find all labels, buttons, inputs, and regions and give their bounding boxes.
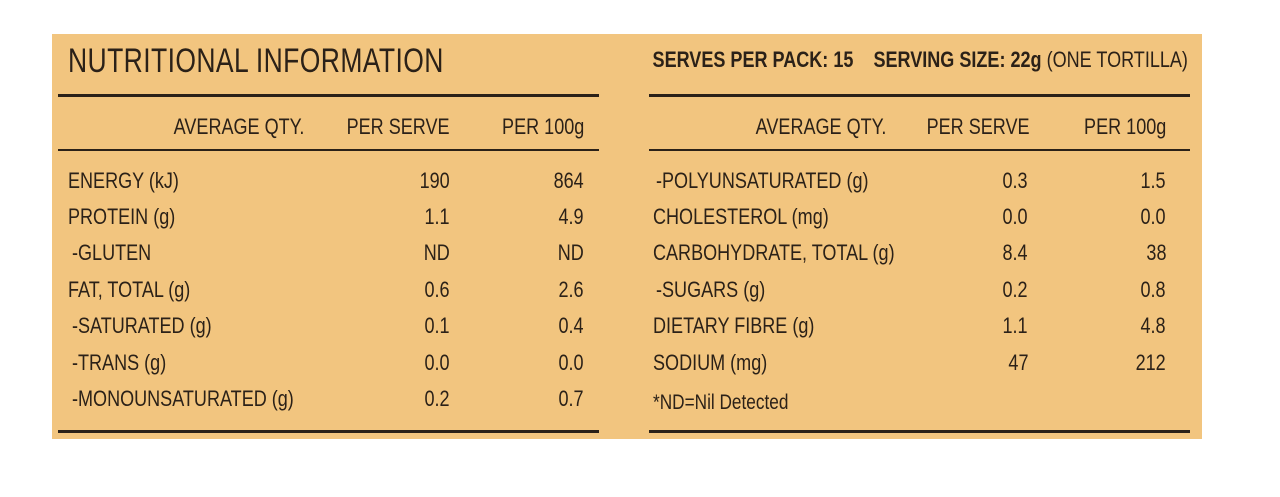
left-row-per100: 0.7 (558, 386, 584, 411)
left-top-rule (58, 94, 599, 97)
right-row-per100: 1.5 (1140, 168, 1166, 193)
left-row-serve: 0.1 (424, 313, 450, 338)
right-top-rule (649, 94, 1190, 97)
left-row-serve: ND (423, 240, 450, 265)
serving-size-note: (ONE TORTILLA) (1046, 47, 1188, 72)
right-row-name: SODIUM (mg) (653, 350, 768, 375)
right-row-per100: 0.0 (1140, 204, 1166, 229)
serving-size-value: 22g (1010, 47, 1042, 72)
right-row-name: DIETARY FIBRE (g) (653, 313, 815, 338)
right-row-serve: 0.2 (1002, 277, 1028, 302)
left-row-per100: 864 (553, 168, 584, 193)
right-row-serve: 0.0 (1002, 204, 1028, 229)
left-row-serve: 0.6 (424, 277, 450, 302)
left-row-name: -TRANS (g) (72, 350, 167, 375)
serving-size-label: SERVING SIZE: (873, 47, 1006, 72)
footnote: *ND=Nil Detected (653, 391, 789, 414)
left-row-name: -MONOUNSATURATED (g) (72, 386, 294, 411)
right-row-serve: 0.3 (1002, 168, 1028, 193)
panel-title: NUTRITIONAL INFORMATION (68, 42, 444, 80)
serves-per-pack-label: SERVES PER PACK: (652, 47, 829, 72)
left-row-per100: 0.0 (558, 350, 584, 375)
left-row-serve: 1.1 (424, 204, 450, 229)
right-row-serve: 47 (1007, 350, 1028, 375)
left-row-name: FAT, TOTAL (g) (68, 277, 191, 302)
left-row-name: ENERGY (kJ) (68, 168, 179, 193)
left-row-per100: ND (557, 240, 584, 265)
left-row-name: PROTEIN (g) (68, 204, 176, 229)
serves-per-pack-value: 15 (833, 47, 854, 72)
left-row-name: -SATURATED (g) (72, 313, 212, 338)
left-bottom-rule (58, 430, 599, 433)
left-header-rule (58, 149, 599, 151)
left-header-per-serve: PER SERVE (347, 114, 450, 139)
right-row-name: CARBOHYDRATE, TOTAL (g) (653, 240, 895, 265)
right-header-avg: AVERAGE QTY. (755, 114, 886, 139)
left-header-avg: AVERAGE QTY. (173, 114, 304, 139)
right-header-rule (649, 149, 1190, 151)
right-row-serve: 8.4 (1002, 240, 1028, 265)
right-row-serve: 1.1 (1002, 313, 1028, 338)
right-row-per100: 38 (1145, 240, 1166, 265)
right-row-per100: 212 (1135, 350, 1166, 375)
left-row-serve: 190 (419, 168, 450, 193)
nutrition-panel: NUTRITIONAL INFORMATION SERVES PER PACK:… (52, 34, 1202, 439)
right-row-name: -POLYUNSATURATED (g) (656, 168, 869, 193)
left-row-per100: 0.4 (558, 313, 584, 338)
right-row-name: -SUGARS (g) (656, 277, 766, 302)
right-header-per-serve: PER SERVE (927, 114, 1030, 139)
right-row-per100: 4.8 (1140, 313, 1166, 338)
left-header-per-100g: PER 100g (501, 114, 584, 139)
right-header-per-100g: PER 100g (1083, 114, 1166, 139)
left-row-serve: 0.2 (424, 386, 450, 411)
left-row-per100: 2.6 (558, 277, 584, 302)
left-row-name: -GLUTEN (72, 240, 152, 265)
right-row-name: CHOLESTEROL (mg) (653, 204, 829, 229)
left-row-per100: 4.9 (558, 204, 584, 229)
left-row-serve: 0.0 (424, 350, 450, 375)
right-bottom-rule (649, 430, 1190, 433)
serving-info: SERVES PER PACK: 15 SERVING SIZE: 22g (O… (653, 47, 1188, 73)
right-row-per100: 0.8 (1140, 277, 1166, 302)
